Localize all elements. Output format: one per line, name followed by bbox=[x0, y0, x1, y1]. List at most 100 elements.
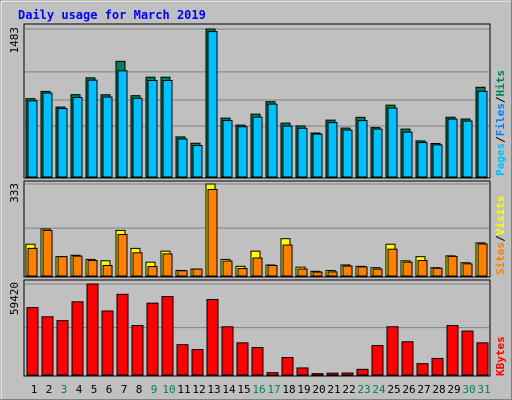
visits-bar bbox=[342, 265, 353, 277]
day-label: 9 bbox=[151, 383, 158, 396]
legend-kbytes: KBytes bbox=[494, 336, 507, 376]
legend-sites: Sites bbox=[494, 242, 507, 275]
files-bar bbox=[327, 122, 338, 178]
svg-text:KBytes: KBytes bbox=[494, 336, 507, 376]
files-bar bbox=[462, 120, 473, 178]
day-label: 8 bbox=[136, 383, 143, 396]
day-label: 23 bbox=[357, 383, 370, 396]
day-label: 24 bbox=[372, 383, 386, 396]
visits-bar bbox=[72, 255, 83, 277]
visits-bar bbox=[417, 260, 428, 277]
files-bar bbox=[222, 120, 233, 178]
visits-bar bbox=[387, 248, 398, 277]
files-bar bbox=[357, 120, 368, 178]
day-label: 22 bbox=[342, 383, 355, 396]
day-label: 21 bbox=[327, 383, 340, 396]
day-label: 20 bbox=[312, 383, 325, 396]
files-bar bbox=[207, 31, 218, 178]
kbytes-ymax-label: 59420 bbox=[8, 282, 21, 315]
day-label: 7 bbox=[121, 383, 128, 396]
day-label: 3 bbox=[61, 383, 68, 396]
kbytes-bar bbox=[341, 372, 354, 376]
visits-bar bbox=[222, 260, 233, 277]
kbytes-bar bbox=[161, 296, 174, 376]
svg-text:Sites/Visits: Sites/Visits bbox=[494, 196, 507, 276]
day-label: 17 bbox=[267, 383, 280, 396]
visits-bar bbox=[147, 266, 158, 277]
visits-bar bbox=[402, 261, 413, 277]
files-bar bbox=[117, 70, 128, 178]
files-bar bbox=[57, 108, 68, 178]
legend-pages: Pages bbox=[494, 143, 507, 176]
files-bar bbox=[192, 145, 203, 178]
kbytes-bar bbox=[176, 344, 189, 376]
files-bar bbox=[42, 92, 53, 178]
files-bar bbox=[87, 79, 98, 178]
visits-bar bbox=[282, 244, 293, 277]
day-label: 31 bbox=[477, 383, 490, 396]
kbytes-bar bbox=[41, 316, 54, 376]
day-label: 6 bbox=[106, 383, 113, 396]
kbytes-bar bbox=[476, 342, 489, 376]
files-bar bbox=[72, 96, 83, 178]
visits-bar bbox=[462, 263, 473, 277]
kbytes-bar bbox=[191, 349, 204, 376]
kbytes-bar bbox=[416, 363, 429, 376]
kbytes-bar bbox=[311, 373, 324, 376]
files-bar bbox=[312, 133, 323, 178]
kbytes-bar bbox=[86, 283, 99, 376]
kbytes-bar bbox=[401, 341, 414, 376]
visits-bar bbox=[297, 268, 308, 277]
visits-bar bbox=[207, 189, 218, 277]
kbytes-bar bbox=[281, 357, 294, 376]
visits-bar bbox=[267, 265, 278, 277]
kbytes-bar bbox=[326, 372, 339, 376]
sites-ymax-label: 333 bbox=[8, 183, 21, 203]
kbytes-bar bbox=[296, 367, 309, 376]
files-bar bbox=[342, 129, 353, 178]
day-label: 14 bbox=[222, 383, 236, 396]
kbytes-bar bbox=[386, 326, 399, 376]
files-bar bbox=[177, 138, 188, 178]
visits-bar bbox=[372, 268, 383, 277]
visits-bar bbox=[117, 234, 128, 277]
kbytes-bar bbox=[371, 345, 384, 376]
visits-bar bbox=[102, 265, 113, 277]
kbytes-bar bbox=[356, 368, 369, 376]
visits-bar bbox=[192, 268, 203, 277]
day-label: 30 bbox=[462, 383, 475, 396]
files-bar bbox=[147, 79, 158, 178]
visits-bar bbox=[312, 271, 323, 277]
kbytes-bar bbox=[266, 372, 279, 376]
visits-bar bbox=[132, 252, 143, 277]
hits-ymax-label: 1483 bbox=[8, 27, 21, 54]
visits-bar bbox=[477, 243, 488, 277]
day-label: 15 bbox=[237, 383, 250, 396]
day-label: 4 bbox=[76, 383, 83, 396]
day-label: 26 bbox=[402, 383, 415, 396]
legend-visits: Visits bbox=[494, 196, 507, 236]
files-bar bbox=[252, 116, 263, 178]
kbytes-bar bbox=[131, 325, 144, 376]
files-bar bbox=[102, 96, 113, 178]
day-label: 5 bbox=[91, 383, 98, 396]
kbytes-bar bbox=[221, 326, 234, 376]
files-bar bbox=[162, 79, 173, 178]
kbytes-bar bbox=[56, 320, 69, 376]
visits-bar bbox=[57, 256, 68, 277]
kbytes-bar bbox=[206, 298, 219, 376]
files-bar bbox=[372, 128, 383, 178]
kbytes-bar bbox=[116, 293, 129, 376]
day-label: 29 bbox=[447, 383, 460, 396]
files-bar bbox=[387, 107, 398, 178]
kbytes-bar bbox=[431, 357, 444, 376]
visits-bar bbox=[42, 229, 53, 277]
files-bar bbox=[297, 127, 308, 178]
svg-text:Pages/Files/Hits: Pages/Files/Hits bbox=[494, 70, 507, 176]
legend-hits: Hits bbox=[494, 70, 507, 97]
kbytes-bar bbox=[236, 342, 249, 376]
visits-bar bbox=[357, 266, 368, 277]
legend-files: Files bbox=[494, 103, 507, 136]
day-label: 1 bbox=[31, 383, 38, 396]
day-label: 12 bbox=[192, 383, 205, 396]
